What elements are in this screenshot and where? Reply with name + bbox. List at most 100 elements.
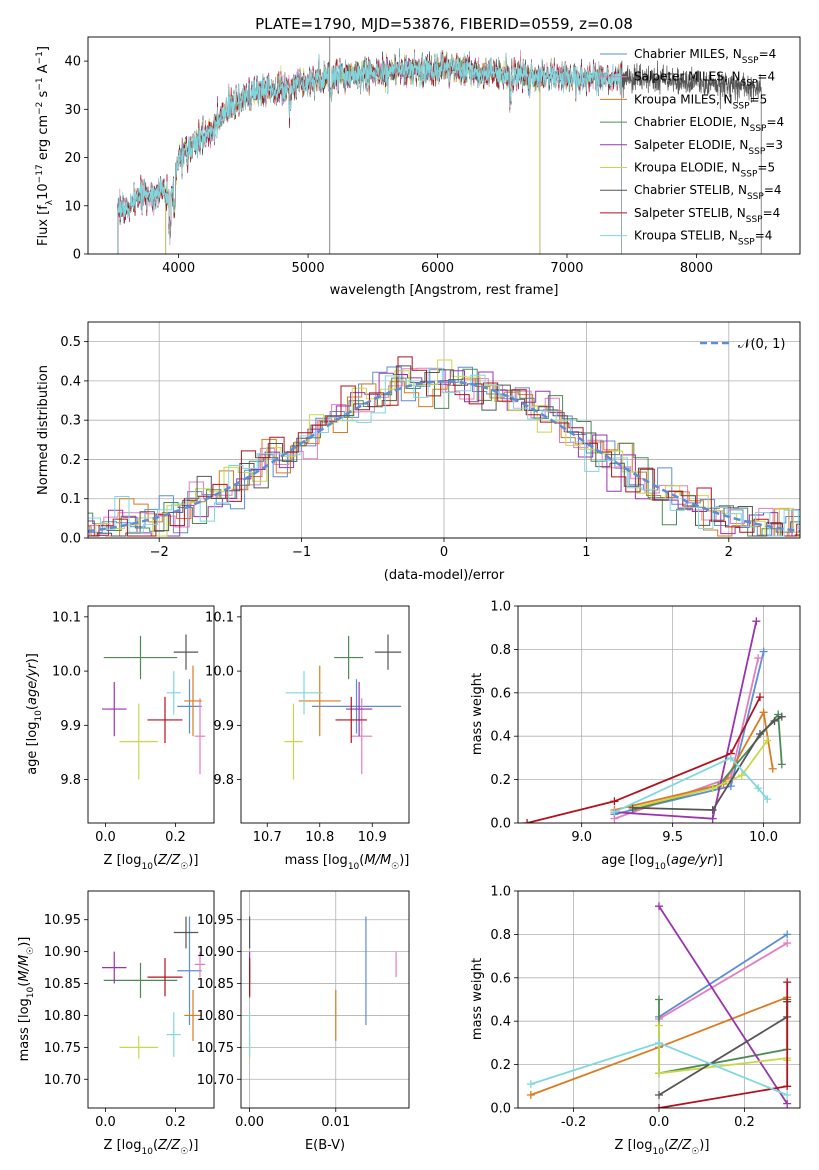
weight-line [614, 621, 758, 820]
x-tick-label: 0.0 [95, 1115, 116, 1130]
x-axis-label: Z [log10(Z/Z☉)] [104, 1138, 199, 1157]
x-tick-label: 0.2 [734, 1115, 755, 1130]
y-tick-label: 1.0 [490, 885, 511, 900]
axes-frame [240, 605, 410, 824]
y-tick-label: 9.8 [213, 773, 234, 788]
legend-entry: Chabrier ELODIE, NSSP=4 [634, 115, 784, 134]
weight-line [632, 712, 783, 811]
weight-marker [708, 805, 717, 814]
histogram-step [88, 366, 800, 537]
chart-title: PLATE=1790, MJD=53876, FIBERID=0559, z=0… [255, 15, 633, 33]
legend-entry: Salpeter MILES, NSSP=4 [634, 70, 775, 89]
x-tick-label: −1 [292, 545, 311, 560]
weight-marker [655, 1104, 663, 1108]
x-tick-label: 10.0 [749, 830, 778, 845]
y-tick-label: 10 [64, 199, 81, 214]
y-tick-label: 10.95 [197, 913, 234, 928]
x-tick-label: 0 [440, 545, 448, 560]
weight-marker [783, 1082, 792, 1091]
weight-marker [755, 730, 764, 739]
weight-marker [610, 808, 619, 817]
y-tick-label: 0.4 [490, 1015, 511, 1030]
x-tick-label: -0.2 [561, 1115, 586, 1130]
y-tick-label: 0.0 [490, 817, 511, 832]
weight-marker [783, 939, 792, 948]
weight-marker [754, 654, 763, 663]
x-tick-label: 7000 [550, 261, 583, 276]
y-tick-label: 10.85 [44, 977, 81, 992]
x-tick-label: 2 [725, 545, 733, 560]
x-tick-label: 0.2 [165, 830, 186, 845]
x-axis-label: Z [log10(Z/Z☉)] [104, 853, 199, 872]
x-tick-label: 10.8 [305, 830, 334, 845]
legend: 𝒩(0, 1) [700, 337, 785, 352]
weight-marker [655, 1021, 663, 1030]
weight-marker [763, 795, 772, 804]
y-tick-label: 0.8 [490, 643, 511, 658]
histogram-step [88, 367, 800, 537]
weight-marker [777, 712, 786, 721]
normal-curve [88, 380, 800, 533]
y-tick-label: 0 [73, 248, 81, 263]
y-tick-label: 0.6 [490, 686, 511, 701]
y-axis-label: mass weight [470, 958, 485, 1040]
y-tick-label: 40 [64, 55, 81, 70]
weight-marker [770, 717, 779, 726]
weight-marker [763, 736, 772, 745]
y-tick-label: 9.8 [60, 773, 81, 788]
axes-frame [517, 890, 801, 1109]
weight-marker [655, 902, 663, 911]
y-tick-label: 10.75 [197, 1041, 234, 1056]
x-tick-label: 10.9 [358, 830, 387, 845]
x-tick-label: 6000 [421, 261, 454, 276]
y-tick-label: 0.2 [490, 773, 511, 788]
y-tick-label: 10.70 [44, 1073, 81, 1088]
legend-entry: Chabrier MILES, NSSP=4 [634, 47, 776, 66]
axes-frame [87, 605, 215, 824]
weight-marker [655, 995, 663, 1004]
legend-entry: Kroupa ELODIE, NSSP=5 [634, 161, 775, 180]
weight-marker [768, 764, 777, 773]
x-tick-label: 0.2 [165, 1115, 186, 1130]
weight-line [658, 933, 788, 1018]
histogram-step [88, 367, 800, 537]
plot-area [526, 902, 792, 1108]
y-tick-label: 0.5 [60, 335, 81, 350]
y-axis-label: Flux [fλ10−17 erg cm−2 s−1 A−1] [35, 46, 55, 246]
weight-line [658, 1025, 789, 1075]
y-tick-label: 0.2 [490, 1058, 511, 1073]
y-tick-label: 10.80 [197, 1009, 234, 1024]
x-axis-label: age [log10(age/yr)] [601, 853, 723, 872]
weight-marker [754, 784, 763, 793]
y-tick-label: 10.85 [197, 977, 234, 992]
y-axis-label: age [log10(age/yr)] [25, 653, 44, 775]
weight-line [658, 942, 788, 1020]
y-tick-label: 10.90 [197, 945, 234, 960]
weight-marker [783, 978, 792, 987]
weight-line [614, 756, 768, 813]
weight-line [658, 982, 789, 1108]
x-tick-label: 0.00 [235, 1115, 264, 1130]
spectrum-line [117, 50, 622, 254]
residual-histogram: −2 −1 0 1 2 0.0 0.1 0.2 0.3 0.4 0.5 𝒩(0, 1) (data-mo… [36, 321, 801, 583]
y-tick-label: 0.0 [60, 532, 81, 547]
axes-frame [87, 36, 801, 255]
plot-area [249, 916, 397, 1059]
weight-marker [783, 930, 792, 939]
mass-vs-metallicity-plot: 0.0 0.2 10.70 10.75 10.80 10.85 10.90 10.95 Z [l… [17, 890, 215, 1157]
y-tick-label: 10.70 [197, 1073, 234, 1088]
weight-marker [526, 1080, 535, 1089]
weight-line [658, 999, 789, 1075]
weight-marker [655, 1069, 663, 1078]
histogram-step [88, 356, 800, 537]
y-tick-label: 0.0 [490, 1102, 511, 1117]
y-tick-label: 10.80 [44, 1009, 81, 1024]
weight-marker [655, 1038, 663, 1047]
x-tick-label: 4000 [162, 261, 195, 276]
x-tick-label: 10.7 [253, 830, 282, 845]
spectrum-plot: 4000 5000 6000 7000 8000 0 10 20 30 40 Chabrier MI… [35, 36, 801, 298]
weight-marker [726, 753, 735, 762]
axes-frame [87, 321, 801, 539]
y-tick-label: 0.8 [490, 928, 511, 943]
